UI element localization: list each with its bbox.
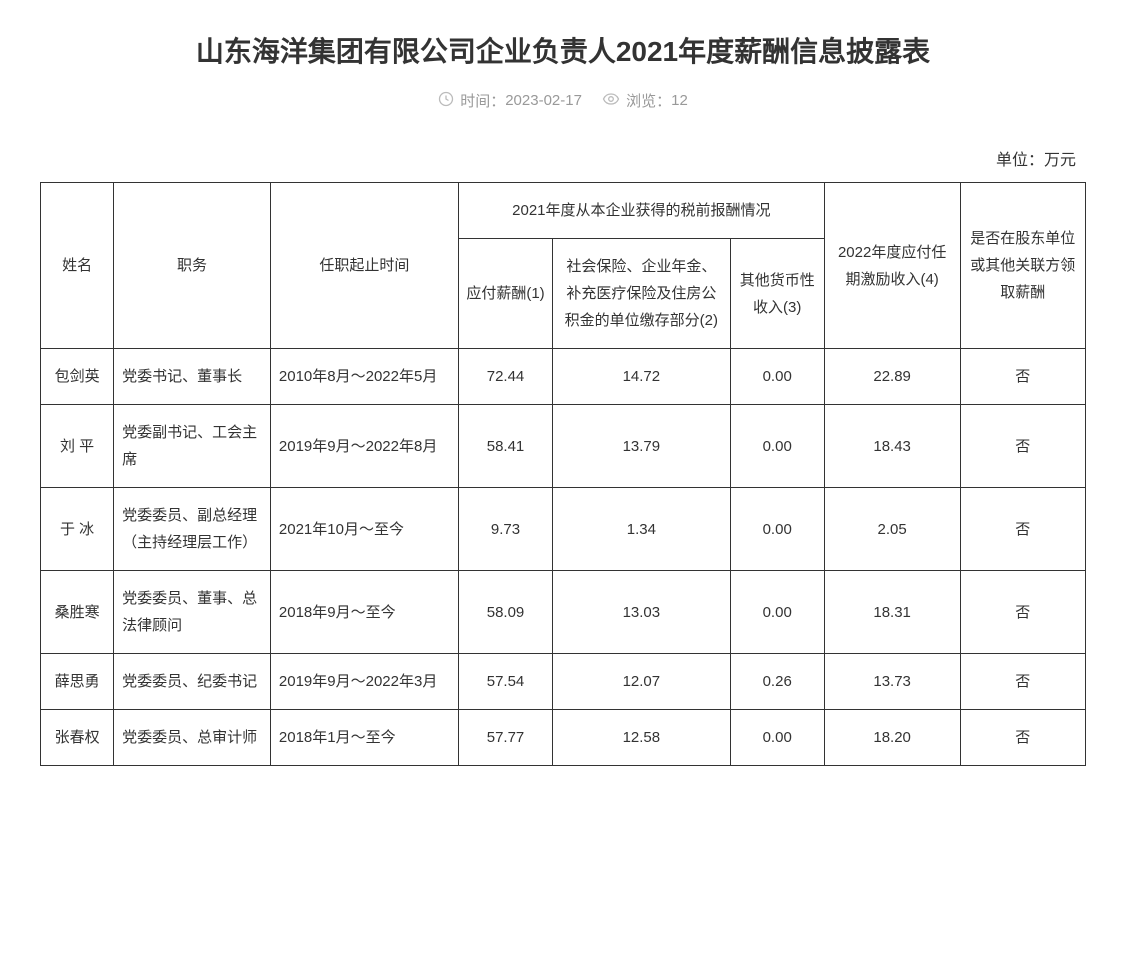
clock-icon: [438, 91, 454, 111]
header-incentive: 2022年度应付任期激励收入(4): [824, 183, 960, 349]
cell-position: 党委副书记、工会主席: [114, 405, 271, 488]
cell-incentive: 13.73: [824, 654, 960, 710]
views-meta: 浏览： 12: [602, 90, 688, 111]
cell-position: 党委委员、纪委书记: [114, 654, 271, 710]
table-row: 包剑英党委书记、董事长2010年8月～2022年5月72.4414.720.00…: [41, 349, 1086, 405]
header-term: 任职起止时间: [270, 183, 458, 349]
cell-term: 2019年9月～2022年8月: [270, 405, 458, 488]
views-value: 12: [671, 92, 688, 109]
cell-pay3: 0.00: [730, 488, 824, 571]
cell-name: 于 冰: [41, 488, 114, 571]
cell-term: 2021年10月～至今: [270, 488, 458, 571]
cell-term: 2019年9月～2022年3月: [270, 654, 458, 710]
cell-name: 桑胜寒: [41, 571, 114, 654]
cell-shareholder: 否: [960, 654, 1085, 710]
cell-name: 刘 平: [41, 405, 114, 488]
cell-name: 张春权: [41, 710, 114, 766]
page-title: 山东海洋集团有限公司企业负责人2021年度薪酬信息披露表: [40, 30, 1086, 70]
header-pretax-group: 2021年度从本企业获得的税前报酬情况: [458, 183, 824, 239]
cell-incentive: 18.31: [824, 571, 960, 654]
cell-incentive: 22.89: [824, 349, 960, 405]
cell-pay2: 13.03: [553, 571, 731, 654]
eye-icon: [602, 91, 620, 111]
cell-pay1: 72.44: [458, 349, 552, 405]
cell-position: 党委委员、副总经理（主持经理层工作）: [114, 488, 271, 571]
header-name: 姓名: [41, 183, 114, 349]
cell-term: 2010年8月～2022年5月: [270, 349, 458, 405]
header-row-1: 姓名 职务 任职起止时间 2021年度从本企业获得的税前报酬情况 2022年度应…: [41, 183, 1086, 239]
cell-position: 党委委员、总审计师: [114, 710, 271, 766]
cell-shareholder: 否: [960, 349, 1085, 405]
cell-pay1: 57.77: [458, 710, 552, 766]
unit-label: 单位：万元: [40, 146, 1086, 170]
meta-row: 时间： 2023-02-17 浏览： 12: [40, 90, 1086, 111]
time-meta: 时间： 2023-02-17: [438, 90, 582, 111]
cell-pay2: 12.58: [553, 710, 731, 766]
cell-pay1: 58.41: [458, 405, 552, 488]
cell-shareholder: 否: [960, 405, 1085, 488]
salary-table: 姓名 职务 任职起止时间 2021年度从本企业获得的税前报酬情况 2022年度应…: [40, 182, 1086, 766]
cell-shareholder: 否: [960, 488, 1085, 571]
cell-position: 党委委员、董事、总法律顾问: [114, 571, 271, 654]
cell-pay1: 57.54: [458, 654, 552, 710]
cell-pay3: 0.00: [730, 349, 824, 405]
cell-incentive: 18.20: [824, 710, 960, 766]
cell-incentive: 18.43: [824, 405, 960, 488]
cell-pay2: 14.72: [553, 349, 731, 405]
cell-pay3: 0.00: [730, 571, 824, 654]
table-row: 张春权党委委员、总审计师2018年1月～至今57.7712.580.0018.2…: [41, 710, 1086, 766]
cell-name: 包剑英: [41, 349, 114, 405]
cell-pay1: 58.09: [458, 571, 552, 654]
header-pay2: 社会保险、企业年金、补充医疗保险及住房公积金的单位缴存部分(2): [553, 239, 731, 349]
cell-pay2: 13.79: [553, 405, 731, 488]
time-value: 2023-02-17: [505, 92, 582, 109]
header-position: 职务: [114, 183, 271, 349]
header-shareholder: 是否在股东单位或其他关联方领取薪酬: [960, 183, 1085, 349]
cell-term: 2018年1月～至今: [270, 710, 458, 766]
cell-incentive: 2.05: [824, 488, 960, 571]
cell-pay3: 0.00: [730, 405, 824, 488]
cell-pay3: 0.00: [730, 710, 824, 766]
table-row: 桑胜寒党委委员、董事、总法律顾问2018年9月～至今58.0913.030.00…: [41, 571, 1086, 654]
table-row: 于 冰党委委员、副总经理（主持经理层工作）2021年10月～至今9.731.34…: [41, 488, 1086, 571]
cell-pay3: 0.26: [730, 654, 824, 710]
cell-pay2: 1.34: [553, 488, 731, 571]
cell-position: 党委书记、董事长: [114, 349, 271, 405]
table-row: 刘 平党委副书记、工会主席2019年9月～2022年8月58.4113.790.…: [41, 405, 1086, 488]
header-pay1: 应付薪酬(1): [458, 239, 552, 349]
header-pay3: 其他货币性收入(3): [730, 239, 824, 349]
table-row: 薛思勇党委委员、纪委书记2019年9月～2022年3月57.5412.070.2…: [41, 654, 1086, 710]
cell-shareholder: 否: [960, 710, 1085, 766]
cell-name: 薛思勇: [41, 654, 114, 710]
cell-shareholder: 否: [960, 571, 1085, 654]
time-label: 时间：: [460, 90, 505, 111]
cell-term: 2018年9月～至今: [270, 571, 458, 654]
cell-pay2: 12.07: [553, 654, 731, 710]
views-label: 浏览：: [626, 90, 671, 111]
cell-pay1: 9.73: [458, 488, 552, 571]
